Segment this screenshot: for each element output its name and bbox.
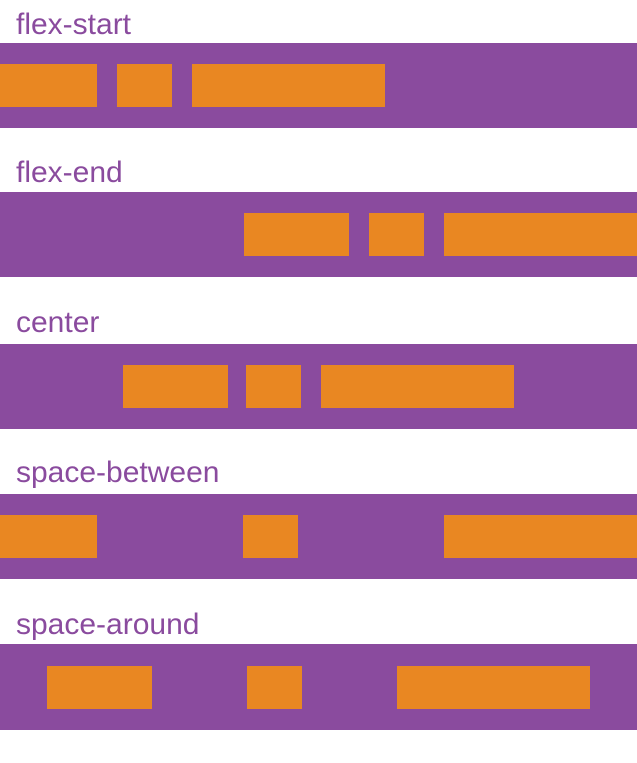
flex-item (0, 515, 97, 558)
flex-item (47, 665, 153, 709)
demo-section-flex-start: flex-start (0, 8, 637, 136)
demo-heading-space-between: space-between (16, 456, 220, 489)
flex-item (246, 365, 301, 408)
demo-section-space-between: space-between (0, 456, 637, 584)
flex-item (396, 665, 590, 709)
flex-track-center (0, 344, 637, 429)
flex-item (0, 64, 97, 107)
flex-container-flex-start (0, 43, 637, 128)
flex-item (244, 213, 349, 256)
demo-heading-flex-end: flex-end (16, 156, 123, 189)
flex-container-flex-end (0, 192, 637, 277)
flex-container-space-between (0, 494, 637, 579)
flex-item (123, 365, 228, 408)
flex-container-center (0, 344, 637, 429)
flex-item (369, 213, 424, 256)
demo-heading-center: center (16, 306, 100, 339)
demo-heading-flex-start: flex-start (16, 8, 132, 41)
flex-track-flex-end (0, 192, 637, 277)
flex-item (243, 515, 298, 558)
demo-section-center: center (0, 306, 637, 434)
flex-track-space-around (0, 644, 637, 730)
demo-heading-space-around: space-around (16, 608, 200, 641)
flex-track-space-between (0, 494, 637, 579)
flex-container-space-around (0, 644, 637, 730)
flex-item (117, 64, 172, 107)
flex-item (444, 515, 637, 558)
flex-item (321, 365, 514, 408)
flex-item (192, 64, 385, 107)
flex-item (444, 213, 637, 256)
demo-section-flex-end: flex-end (0, 156, 637, 284)
flex-item (246, 665, 302, 709)
demo-section-space-around: space-around (0, 608, 637, 736)
flex-track-flex-start (0, 43, 637, 128)
